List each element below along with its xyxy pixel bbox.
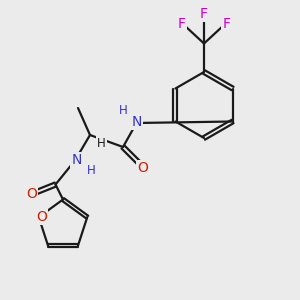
Text: O: O [36,210,47,224]
Text: H: H [87,164,96,178]
Text: O: O [137,161,148,175]
Text: F: F [223,17,230,31]
Text: N: N [131,115,142,128]
Text: H: H [118,104,127,117]
Text: F: F [200,7,208,20]
Text: O: O [26,187,37,200]
Text: N: N [71,154,82,167]
Text: H: H [97,137,106,150]
Text: F: F [178,17,185,31]
